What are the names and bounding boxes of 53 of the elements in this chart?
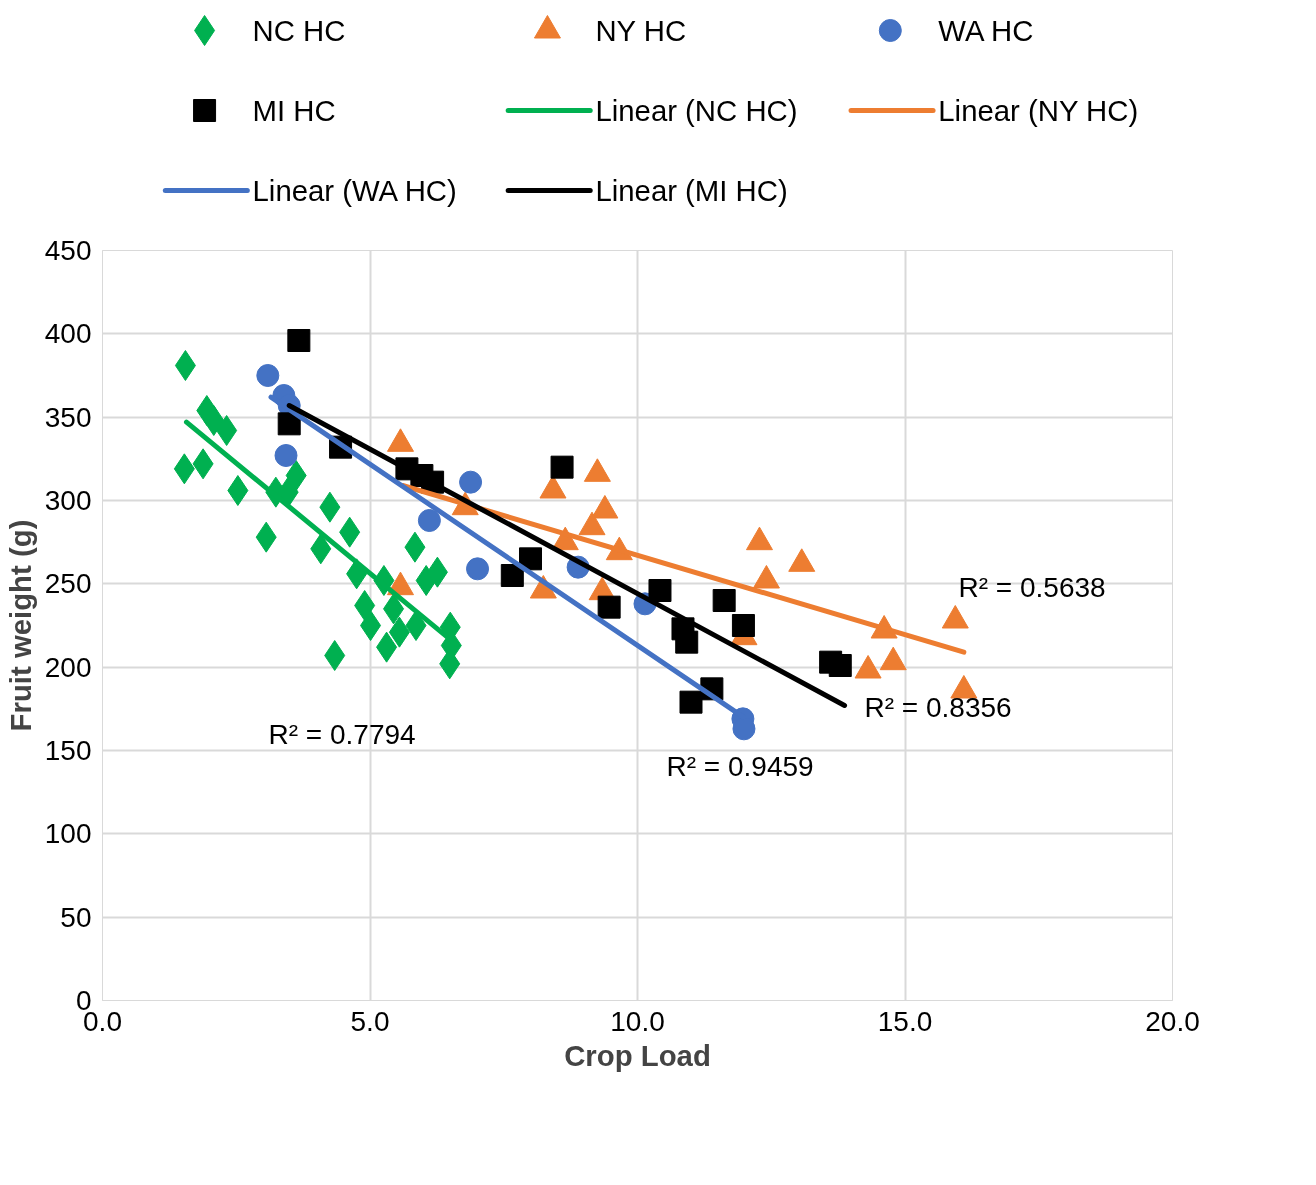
point: [216, 415, 238, 446]
y-tick-label: 250: [44, 568, 92, 600]
annotation: R² = 0.8356: [864, 692, 1012, 723]
y-tick-label: 200: [44, 651, 92, 683]
annotation: R² = 0.7794: [268, 719, 416, 750]
point: [648, 579, 672, 602]
point: [277, 412, 301, 436]
point: [360, 610, 382, 641]
point: [597, 595, 621, 619]
y-tick-label: 400: [44, 318, 92, 350]
point: [828, 654, 852, 677]
y-tick-label: 100: [44, 818, 92, 850]
x-tick-label: 5.0: [350, 1005, 390, 1037]
y-axis-title: Fruit weight (g): [3, 519, 37, 732]
legend-label: NC HC: [252, 14, 346, 47]
point: [679, 690, 703, 714]
x-axis-title: Crop Load: [564, 1038, 711, 1072]
legend-label: Linear (WA HC): [252, 174, 457, 207]
annotation: R² = 0.5638: [958, 572, 1106, 603]
point: [203, 405, 225, 436]
point: [417, 509, 441, 532]
legend-label: Linear (MI HC): [595, 174, 788, 207]
x-tick-label: 20.0: [1145, 1005, 1200, 1037]
point: [731, 614, 755, 637]
y-tick-label: 300: [44, 485, 92, 516]
point: [227, 475, 249, 506]
y-tick-label: 150: [44, 735, 92, 766]
point: [500, 564, 524, 587]
y-tick-label: 450: [44, 235, 92, 266]
point: [174, 350, 196, 381]
point: [285, 460, 307, 491]
x-tick-label: 10.0: [610, 1005, 665, 1037]
legend-label: Linear (NY HC): [938, 94, 1139, 127]
point: [324, 640, 346, 671]
point: [354, 590, 376, 621]
point: [459, 470, 483, 494]
legend-label: NY HC: [595, 14, 687, 47]
point: [519, 547, 542, 571]
y-tick-label: 50: [60, 901, 92, 933]
point: [256, 364, 280, 387]
legend-label: WA HC: [938, 14, 1034, 47]
point: [287, 329, 311, 352]
annotation: R² = 0.9459: [666, 751, 814, 782]
point: [712, 589, 736, 612]
point: [466, 557, 490, 581]
legend-label: Linear (NC HC): [595, 94, 798, 127]
point: [550, 455, 574, 479]
point: [675, 630, 699, 654]
legend-label: MI HC: [252, 94, 336, 127]
y-tick-label: 350: [44, 401, 92, 433]
point: [405, 610, 427, 641]
x-tick-label: 15.0: [877, 1005, 933, 1037]
point: [274, 444, 298, 467]
